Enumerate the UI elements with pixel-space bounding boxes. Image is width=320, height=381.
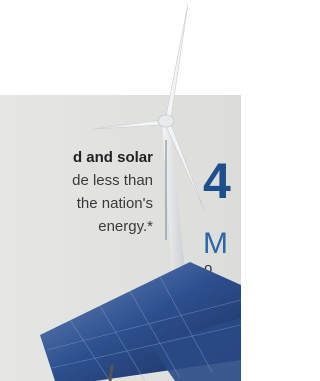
text-line: energy.* [98,218,153,235]
infographic: d and solar de less than the nation's en… [0,0,241,381]
stat-line: M [203,227,228,260]
text-line: the nation's [77,195,153,212]
text-line: de less than [72,172,153,189]
text-line: d and solar [73,149,153,166]
stat-number: 4 [203,153,231,209]
